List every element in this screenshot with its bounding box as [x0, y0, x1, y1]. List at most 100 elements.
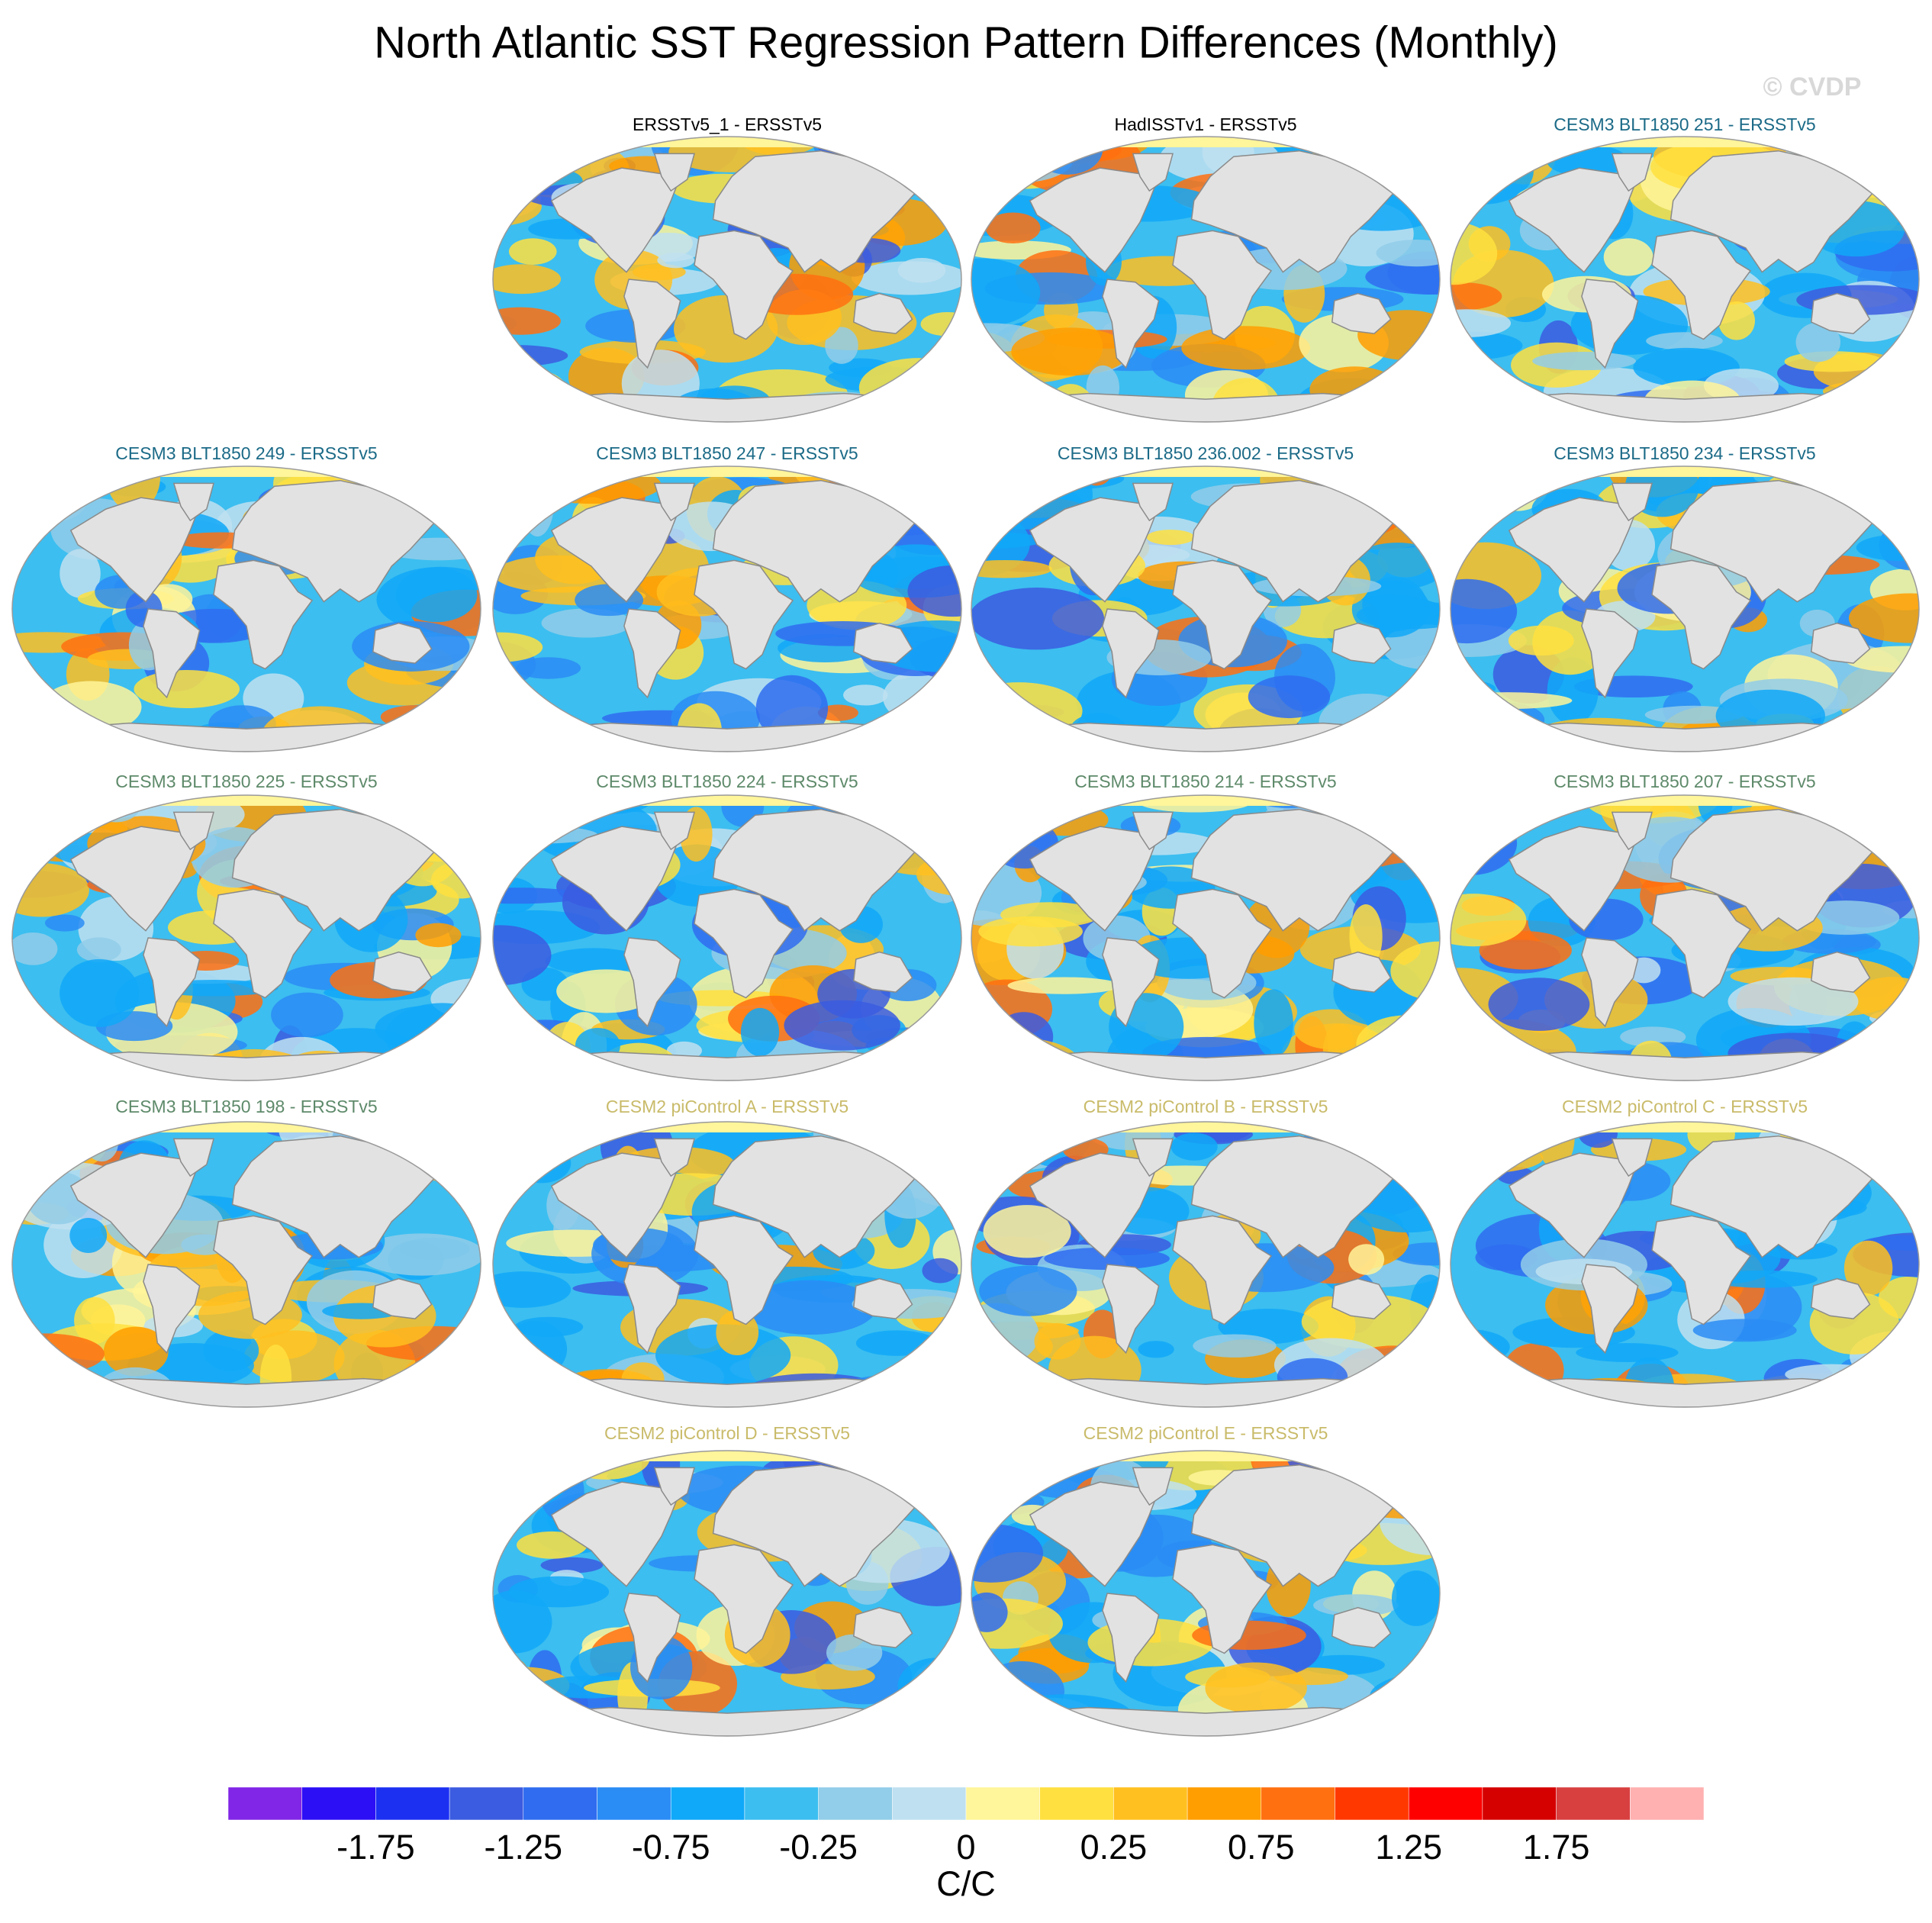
sea-ice-band	[1451, 466, 1919, 477]
sst-anomaly	[12, 1022, 69, 1060]
sst-anomaly	[1007, 977, 1121, 994]
sea-ice-band	[12, 1122, 481, 1132]
land	[712, 1464, 916, 1587]
land	[1508, 1152, 1639, 1258]
land	[1611, 811, 1653, 851]
map	[12, 466, 481, 752]
sst-anomaly	[12, 466, 94, 492]
sst-anomaly	[76, 937, 121, 962]
sst-anomaly	[1451, 679, 1496, 697]
land	[1508, 826, 1639, 932]
land	[694, 1215, 794, 1325]
sst-anomaly	[1861, 1235, 1919, 1251]
land	[213, 559, 314, 670]
colorbar-box	[892, 1786, 967, 1821]
land	[1331, 951, 1392, 993]
sst-anomaly	[1474, 137, 1511, 166]
land	[1132, 482, 1174, 522]
land	[1611, 1138, 1653, 1177]
land	[623, 937, 681, 1028]
sst-anomaly	[1022, 466, 1125, 490]
sst-anomaly	[24, 1122, 74, 1170]
sst-anomaly	[495, 720, 564, 752]
colorbar-tick-label: 0.25	[1080, 1828, 1148, 1867]
sst-anomaly	[1181, 326, 1311, 370]
sst-anomaly	[971, 159, 1008, 177]
land	[550, 167, 681, 273]
colorbar-box	[301, 1786, 376, 1821]
land	[1651, 559, 1752, 670]
watermark: © CVDP	[1763, 72, 1862, 101]
land	[69, 1152, 201, 1258]
land	[372, 951, 433, 993]
panel-title: CESM3 BLT1850 198 - ERSSTv5	[115, 1097, 377, 1116]
sst-anomaly	[1451, 309, 1512, 338]
sst-anomaly	[871, 620, 961, 672]
sst-anomaly	[505, 370, 570, 422]
sst-anomaly	[508, 1576, 610, 1608]
land	[623, 279, 681, 369]
panel-title: CESM2 piControl D - ERSSTv5	[604, 1423, 850, 1443]
sst-anomaly	[523, 466, 662, 504]
land	[1651, 888, 1752, 999]
land	[1132, 153, 1174, 192]
sst-anomaly	[971, 704, 1002, 752]
sst-anomaly	[979, 1660, 1065, 1722]
land	[623, 608, 681, 699]
sst-anomaly	[971, 1684, 1038, 1702]
panel-title: CESM3 BLT1850 236.002 - ERSSTv5	[1058, 443, 1354, 463]
land	[1132, 1467, 1174, 1506]
map	[971, 795, 1440, 1081]
sst-anomaly	[971, 713, 1063, 752]
sst-anomaly	[412, 1037, 481, 1081]
sst-anomaly	[493, 345, 568, 366]
sst-anomaly	[1406, 825, 1440, 879]
land	[1172, 1215, 1273, 1325]
sst-anomaly	[1836, 1021, 1873, 1070]
map-border	[11, 1121, 481, 1408]
colorbar-box	[1408, 1786, 1483, 1821]
land	[1611, 153, 1653, 192]
land	[1102, 937, 1160, 1028]
sst-anomaly	[1842, 466, 1919, 502]
sst-anomaly	[1254, 989, 1293, 1058]
sst-anomaly	[1369, 1671, 1440, 1722]
land	[1102, 1264, 1160, 1354]
sst-anomaly	[1451, 692, 1573, 710]
land	[694, 888, 794, 999]
sst-anomaly	[1603, 238, 1653, 276]
sst-anomaly	[540, 1557, 604, 1574]
land	[143, 937, 201, 1028]
colorbar-box	[965, 1786, 1040, 1821]
map	[971, 1122, 1440, 1407]
panel-title: CESM2 piControl E - ERSSTv5	[1084, 1423, 1328, 1443]
land	[1810, 1277, 1871, 1319]
sst-anomaly	[1620, 1026, 1686, 1048]
map-border	[1450, 794, 1920, 1081]
sst-anomaly	[870, 466, 910, 491]
colorbar-tick-label: 0	[956, 1828, 975, 1867]
land	[1508, 167, 1639, 273]
sst-anomaly	[493, 1461, 566, 1512]
colorbar-box	[1113, 1786, 1188, 1821]
sst-anomaly	[1393, 1242, 1440, 1266]
colorbar-tick-label: 1.75	[1523, 1828, 1590, 1867]
sst-anomaly	[436, 1122, 481, 1145]
sst-anomaly	[1138, 1341, 1174, 1358]
map	[493, 1451, 961, 1736]
sst-anomaly	[1376, 239, 1440, 267]
sst-anomaly	[65, 1380, 123, 1407]
sst-anomaly	[911, 1124, 945, 1174]
land	[1190, 1135, 1394, 1258]
sst-anomaly	[69, 1218, 108, 1253]
sst-anomaly	[932, 1017, 961, 1037]
sea-ice-band	[1451, 137, 1919, 147]
land	[69, 826, 201, 932]
colorbar-box	[1630, 1786, 1705, 1821]
sst-anomaly	[893, 1125, 945, 1148]
sst-anomaly	[12, 932, 58, 965]
map	[971, 137, 1440, 422]
land	[231, 1135, 435, 1258]
sst-anomaly	[134, 670, 240, 709]
map	[971, 1451, 1440, 1736]
